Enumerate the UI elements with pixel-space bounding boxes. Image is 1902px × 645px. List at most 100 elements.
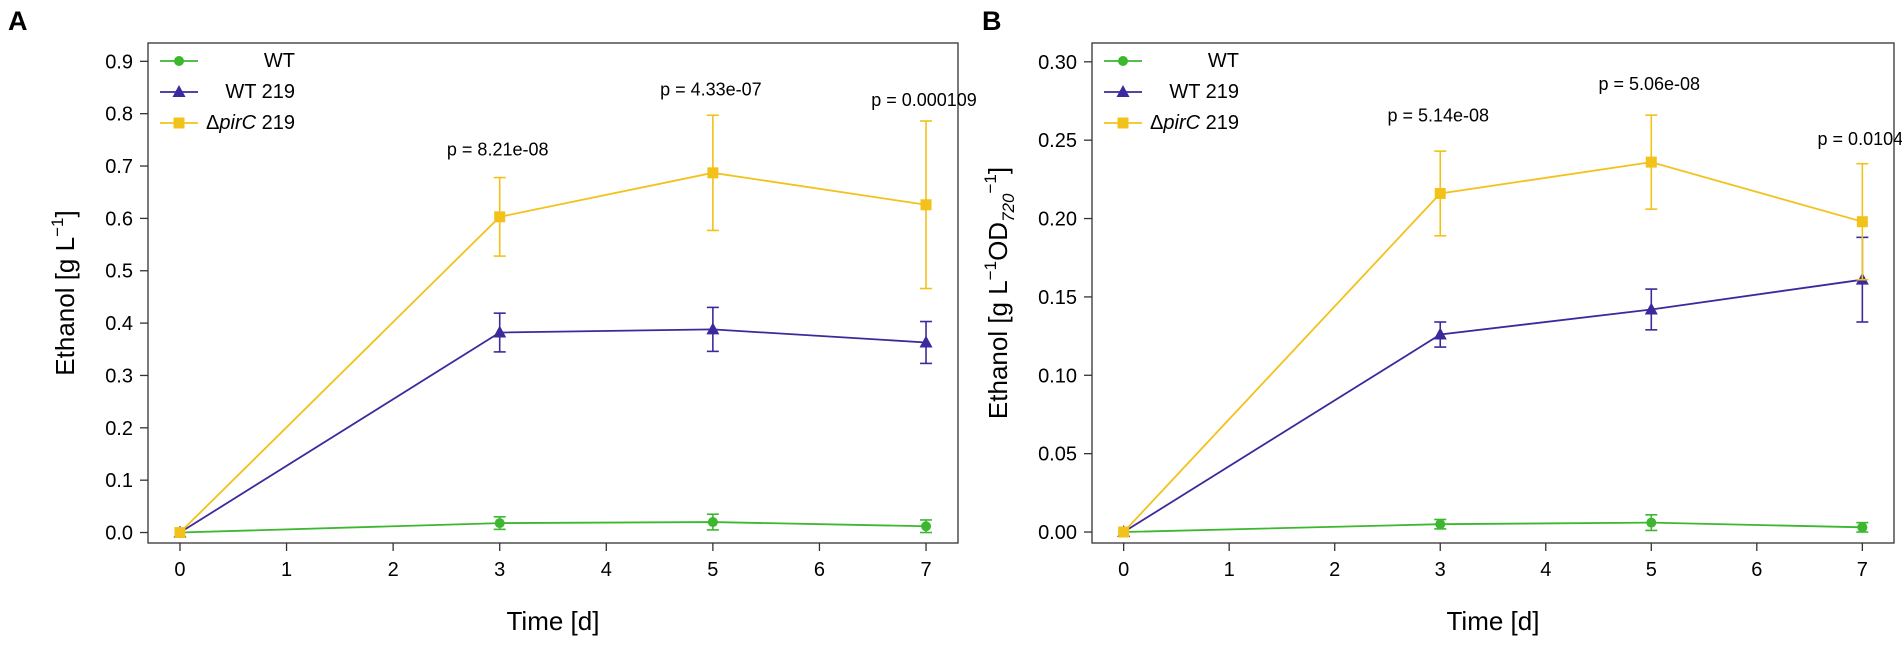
y-tick-label: 0.30 (1038, 52, 1077, 74)
x-tick-label: 1 (1224, 559, 1235, 581)
p-value-annotation: p = 5.14e-08 (1387, 105, 1489, 125)
x-tick-label: 7 (920, 559, 931, 581)
y-tick-label: 0.7 (105, 156, 133, 178)
legend-item-wt219: WT 219 (1104, 81, 1239, 103)
x-tick-label: 0 (174, 559, 185, 581)
x-axis-label-b: Time [d] (1447, 606, 1540, 636)
x-tick-label: 6 (814, 559, 825, 581)
data-point-pirc219 (174, 527, 186, 539)
y-axis-label-a: Ethanol [g L−1] (48, 210, 80, 375)
panel-label-a: A (8, 6, 28, 36)
y-label-sub-b: 720 (999, 193, 1018, 222)
y-tick-label: 0.25 (1038, 130, 1077, 152)
legend-swatch-marker (1116, 85, 1130, 97)
data-point-wt (921, 521, 932, 532)
p-value-annotation: p = 5.06e-08 (1598, 74, 1700, 94)
legend-label: ΔpirC 219 (1150, 112, 1239, 134)
y-tick-label: 0.1 (105, 470, 133, 492)
panel-label-b: B (982, 6, 1002, 36)
y-tick-label: 0.4 (105, 313, 133, 335)
legend-swatch-marker (172, 85, 186, 97)
legend-item-wt: WT (1104, 50, 1239, 72)
data-point-wt219 (706, 322, 720, 335)
series-pirc219 (174, 114, 933, 539)
x-axis-label-a: Time [d] (507, 606, 600, 636)
series-line-wt219 (1123, 278, 1863, 533)
data-point-pirc219 (920, 199, 932, 211)
data-point-wt219 (1644, 302, 1658, 315)
series-wt (174, 513, 933, 538)
y-tick-label: 0.6 (105, 208, 133, 230)
legend-swatch-marker (1117, 117, 1129, 129)
y-label-sup-a: −1 (48, 218, 67, 237)
y-tick-label: 0.15 (1038, 287, 1077, 309)
panel-b: B 0 1 2 3 4 5 6 7 0.00 0.05 0.10 0.15 0.20 0.25 0.30 p… (981, 6, 1902, 636)
y-axis-label-b: Ethanol [g L−1OD720−1] (981, 167, 1018, 419)
data-point-wt219 (919, 335, 933, 348)
legend-item-wt219: WT 219 (160, 81, 295, 103)
x-tick-label: 0 (1118, 559, 1129, 581)
axis-ticks-a: 0 1 2 3 4 5 6 7 0.0 0.1 0.2 0.3 0.4 0.5 0.6 0.7 0.8 0.9 (105, 51, 931, 581)
data-point-pirc219 (494, 211, 506, 223)
legend-b: WT WT 219 ΔpirC 219 (1104, 50, 1239, 134)
series-line-wt219 (179, 328, 927, 534)
data-point-wt (1646, 517, 1657, 528)
legend-item-pirc219: ΔpirC 219 (1104, 112, 1239, 134)
series-line-wt (179, 521, 927, 534)
y-tick-label: 0.05 (1038, 444, 1077, 466)
x-tick-label: 1 (281, 559, 292, 581)
x-tick-label: 3 (1435, 559, 1446, 581)
legend-swatch-marker (1118, 56, 1128, 66)
data-point-pirc219 (1856, 216, 1868, 228)
data-point-wt219 (493, 325, 507, 338)
x-tick-label: 5 (1646, 559, 1657, 581)
data-point-wt (1857, 522, 1868, 533)
series-line-pirc219 (179, 171, 927, 534)
legend-a: WT WT 219 ΔpirC 219 (160, 50, 295, 134)
y-tick-label: 0.10 (1038, 365, 1077, 387)
legend-label: WT (264, 50, 295, 72)
x-tick-label: 5 (707, 559, 718, 581)
x-tick-label: 4 (601, 559, 612, 581)
series-line-wt (1123, 521, 1863, 533)
data-point-wt (1435, 519, 1446, 530)
y-tick-label: 0.9 (105, 51, 133, 73)
data-point-pirc219 (1645, 156, 1657, 168)
p-value-annotation: p = 0.0104 (1818, 129, 1902, 149)
series-line-pirc219 (1123, 161, 1863, 533)
x-tick-label: 7 (1857, 559, 1868, 581)
series-wt (1118, 513, 1869, 538)
y-label-main-b: Ethanol [g L (983, 280, 1013, 419)
series-layer-b (1117, 114, 1869, 538)
y-label-sup2-b: −1 (981, 174, 1000, 193)
y-tick-label: 0.0 (105, 523, 133, 545)
y-tick-label: 0.2 (105, 418, 133, 440)
y-label-close-b: ] (983, 167, 1013, 174)
panel-a: A 0 1 2 3 4 5 6 7 0.0 0.1 0.2 0.3 0.4 0.5 0.6 0.7 0.8 0.9… (8, 6, 977, 636)
y-label-main-a: Ethanol [g L (50, 237, 80, 376)
data-point-wt (707, 517, 718, 528)
legend-label: WT 219 (1169, 81, 1239, 103)
annotations-a: p = 8.21e-08 p = 4.33e-07 p = 0.000109 (447, 79, 977, 159)
p-value-annotation: p = 8.21e-08 (447, 140, 549, 160)
legend-label: WT 219 (225, 81, 295, 103)
plot-area-b (1091, 42, 1895, 544)
x-tick-label: 2 (388, 559, 399, 581)
x-tick-label: 2 (1329, 559, 1340, 581)
y-tick-label: 0.3 (105, 365, 133, 387)
series-wt219 (173, 306, 933, 538)
x-tick-label: 3 (494, 559, 505, 581)
y-label-od-b: OD (983, 222, 1013, 261)
y-label-close-a: ] (50, 210, 80, 217)
legend-item-pirc219: ΔpirC 219 (160, 112, 295, 134)
y-label-sup-b: −1 (981, 261, 1000, 280)
data-point-wt (494, 518, 505, 529)
legend-swatch-marker (173, 117, 185, 129)
y-tick-label: 0.20 (1038, 209, 1077, 231)
y-tick-label: 0.8 (105, 104, 133, 126)
legend-label: WT (1208, 50, 1239, 72)
data-point-wt219 (1433, 327, 1447, 340)
p-value-annotation: p = 0.000109 (871, 90, 977, 110)
legend-label: ΔpirC 219 (206, 112, 295, 134)
series-pirc219 (1118, 114, 1869, 538)
